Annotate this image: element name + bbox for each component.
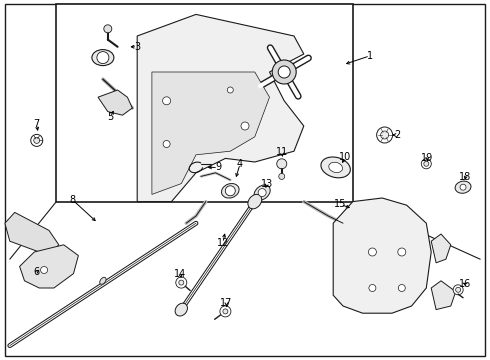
- Circle shape: [272, 60, 296, 84]
- Polygon shape: [152, 72, 270, 194]
- Text: 16: 16: [460, 279, 472, 289]
- Text: 15: 15: [334, 199, 347, 210]
- Circle shape: [163, 97, 171, 105]
- Text: 18: 18: [460, 172, 472, 182]
- Circle shape: [97, 51, 109, 64]
- Polygon shape: [137, 14, 304, 202]
- Polygon shape: [98, 90, 132, 115]
- Circle shape: [398, 248, 406, 256]
- Text: 14: 14: [174, 269, 186, 279]
- Circle shape: [31, 134, 43, 147]
- Circle shape: [220, 306, 231, 317]
- Circle shape: [456, 287, 461, 292]
- Ellipse shape: [329, 162, 343, 172]
- Polygon shape: [333, 198, 431, 313]
- Circle shape: [424, 161, 429, 166]
- Text: 1: 1: [367, 51, 373, 61]
- Ellipse shape: [92, 50, 114, 66]
- Text: 3: 3: [134, 42, 140, 52]
- Text: 8: 8: [70, 195, 75, 205]
- Ellipse shape: [248, 194, 262, 209]
- Ellipse shape: [455, 181, 471, 193]
- Text: 4: 4: [237, 159, 243, 169]
- Ellipse shape: [321, 157, 350, 178]
- Circle shape: [176, 277, 187, 288]
- Circle shape: [421, 159, 431, 169]
- Text: 5: 5: [107, 112, 113, 122]
- Circle shape: [277, 159, 287, 169]
- Circle shape: [258, 189, 266, 197]
- Ellipse shape: [175, 303, 188, 316]
- Polygon shape: [431, 281, 456, 310]
- Circle shape: [104, 25, 112, 33]
- Circle shape: [369, 284, 376, 292]
- Text: 19: 19: [421, 153, 434, 163]
- Circle shape: [368, 248, 376, 256]
- Polygon shape: [5, 212, 59, 256]
- Circle shape: [278, 66, 290, 78]
- Circle shape: [377, 127, 392, 143]
- Text: 17: 17: [220, 298, 233, 308]
- Circle shape: [398, 284, 405, 292]
- Circle shape: [241, 122, 249, 130]
- Polygon shape: [56, 4, 353, 202]
- Circle shape: [34, 138, 40, 143]
- Text: 10: 10: [339, 152, 352, 162]
- Circle shape: [41, 266, 48, 274]
- Circle shape: [227, 87, 233, 93]
- Ellipse shape: [221, 184, 239, 198]
- Ellipse shape: [100, 277, 106, 284]
- Text: 6: 6: [34, 267, 40, 277]
- Polygon shape: [20, 245, 78, 288]
- Text: 12: 12: [217, 238, 229, 248]
- Circle shape: [179, 280, 184, 285]
- Circle shape: [279, 174, 285, 179]
- Circle shape: [453, 285, 463, 295]
- Circle shape: [163, 140, 170, 148]
- Circle shape: [460, 184, 466, 190]
- Text: 2: 2: [394, 130, 400, 140]
- Text: 13: 13: [261, 179, 273, 189]
- Text: 9: 9: [215, 162, 221, 172]
- Circle shape: [225, 186, 235, 196]
- Circle shape: [381, 131, 389, 139]
- Ellipse shape: [254, 185, 270, 200]
- Polygon shape: [431, 234, 451, 263]
- Text: 11: 11: [275, 147, 288, 157]
- Text: 7: 7: [34, 119, 40, 129]
- Circle shape: [223, 309, 228, 314]
